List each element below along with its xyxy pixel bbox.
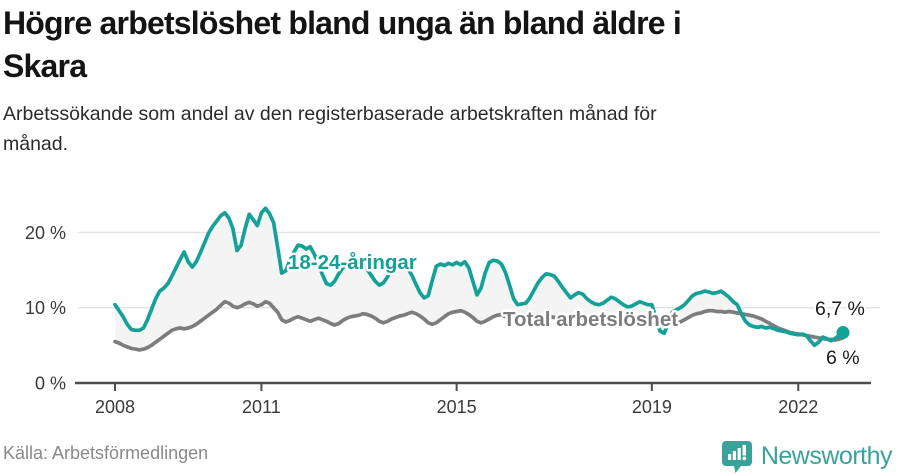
end-value-label: 6,7 % [815,298,865,320]
x-tick-label: 2019 [632,397,672,417]
series-line-youth [113,206,845,348]
end-value-label: 6 % [826,347,860,369]
series-end-dot [836,326,850,340]
brand-name: Newsworthy [760,441,893,470]
newsworthy-icon [721,440,752,473]
series-line-total [113,299,845,352]
subtitle-line-1: Arbetssökande som andel av den registerb… [3,103,657,125]
series-label: Total arbetslöshet [503,308,678,331]
exclamation-dot [742,456,747,460]
bar-medium [732,450,736,460]
source-note: Källa: Arbetsförmedlingen [3,443,209,463]
x-tick-label: 2015 [437,397,477,417]
page-title: Högre arbetslöshet bland unga än bland ä… [3,2,887,88]
x-tick-label: 2008 [95,397,135,417]
bar-small [727,453,732,460]
x-tick-label: 2011 [242,397,281,417]
title-line-1: Högre arbetslöshet bland unga än bland ä… [3,5,682,41]
gap-band-fill [115,208,843,350]
y-tick-label: 0 % [35,374,66,394]
newsworthy-logo: Newsworthy [721,438,893,474]
subtitle-line-2: månad. [3,133,69,155]
x-tick-label: 2022 [778,397,818,417]
series-label: 18-24-åringar [288,251,417,274]
title-line-2: Skara [3,48,87,84]
unemployment-line-chart: 2008 2011 2015 2019 2022 0 % 10 % 20 % 18-24-åri… [25,206,880,417]
y-tick-label: 20 % [25,223,66,243]
speech-bubble-shape [721,440,752,473]
bar-tall [737,447,741,460]
y-tick-label: 10 % [25,298,66,318]
exclamation-bar [742,444,746,455]
chart-subtitle: Arbetssökande som andel av den registerb… [3,99,833,159]
